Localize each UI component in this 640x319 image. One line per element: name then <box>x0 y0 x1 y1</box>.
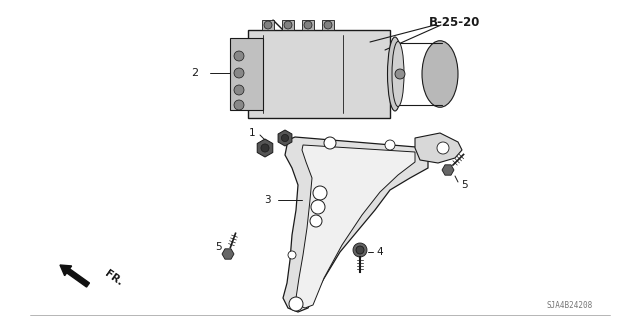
Text: 4: 4 <box>377 247 383 257</box>
Polygon shape <box>322 20 334 30</box>
Circle shape <box>324 137 336 149</box>
Circle shape <box>234 85 244 95</box>
Polygon shape <box>302 20 314 30</box>
Circle shape <box>385 140 395 150</box>
Circle shape <box>234 100 244 110</box>
Ellipse shape <box>392 41 404 107</box>
Polygon shape <box>248 30 390 118</box>
Text: 5: 5 <box>461 180 468 190</box>
Circle shape <box>234 68 244 78</box>
Polygon shape <box>442 165 454 175</box>
Circle shape <box>284 21 292 29</box>
Circle shape <box>289 297 303 311</box>
Polygon shape <box>222 249 234 259</box>
Circle shape <box>282 134 289 142</box>
Circle shape <box>353 243 367 257</box>
Text: SJA4B24208: SJA4B24208 <box>547 300 593 309</box>
Ellipse shape <box>422 41 458 107</box>
Circle shape <box>288 251 296 259</box>
Text: 1: 1 <box>249 128 255 138</box>
Polygon shape <box>278 130 292 146</box>
Circle shape <box>311 200 325 214</box>
Text: B-25-20: B-25-20 <box>429 16 481 28</box>
Text: 3: 3 <box>264 195 270 205</box>
FancyArrow shape <box>60 265 90 287</box>
Polygon shape <box>262 20 274 30</box>
Circle shape <box>310 215 322 227</box>
Polygon shape <box>230 38 263 110</box>
Circle shape <box>324 21 332 29</box>
Circle shape <box>234 51 244 61</box>
Circle shape <box>261 144 269 152</box>
Circle shape <box>313 186 327 200</box>
Circle shape <box>264 21 272 29</box>
Circle shape <box>304 21 312 29</box>
Text: 5: 5 <box>214 242 221 252</box>
Circle shape <box>437 142 449 154</box>
Polygon shape <box>296 145 415 308</box>
Text: 2: 2 <box>191 68 198 78</box>
Circle shape <box>356 246 364 254</box>
Ellipse shape <box>387 37 403 111</box>
Text: FR.: FR. <box>103 268 125 288</box>
Polygon shape <box>283 137 428 312</box>
Polygon shape <box>415 133 462 163</box>
Circle shape <box>395 69 405 79</box>
Polygon shape <box>282 20 294 30</box>
Polygon shape <box>257 139 273 157</box>
